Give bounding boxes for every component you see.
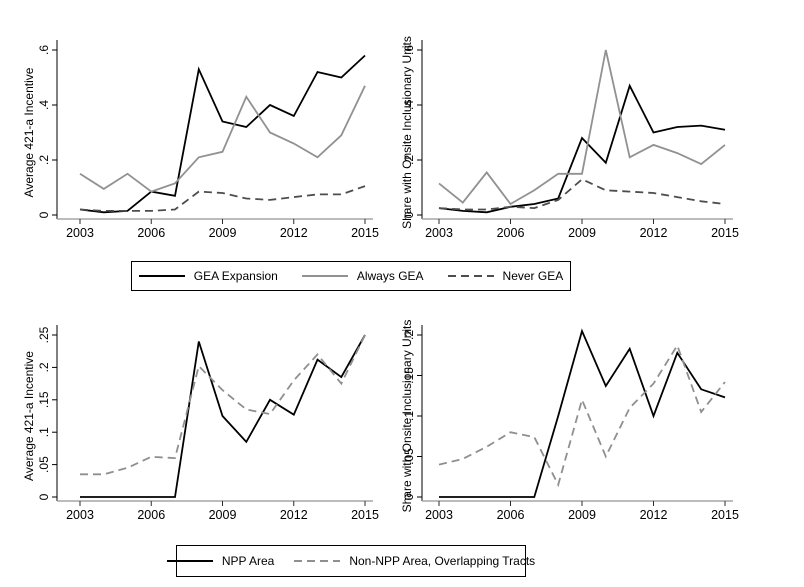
- x-tick-label: 2009: [568, 226, 596, 240]
- series-line-npp-area: [80, 334, 366, 498]
- dashed-gray-line-sample: [294, 560, 341, 562]
- solid-gray-line-sample: [301, 275, 348, 277]
- y-tick-label: .6: [37, 45, 51, 55]
- series-line-always-gea: [438, 49, 726, 206]
- y-tick-label: .05: [37, 456, 51, 473]
- x-tick-label: 2012: [640, 508, 668, 522]
- legend-npp: NPP Area Non-NPP Area, Overlapping Tracts: [166, 545, 535, 577]
- x-tick-label: 2015: [351, 226, 379, 240]
- x-tick-label: 2003: [66, 508, 94, 522]
- legend-item-label: Always GEA: [356, 269, 424, 283]
- series-line-non-npp-area-overlapping-tracts: [438, 343, 726, 488]
- x-tick-label: 2015: [351, 508, 379, 522]
- legend-item-label: Never GEA: [502, 269, 564, 283]
- dashed-dark-gray-line-sample: [447, 275, 494, 277]
- x-tick-label: 2009: [568, 508, 596, 522]
- series-line-never-gea: [438, 178, 726, 211]
- series-line-npp-area: [439, 328, 726, 498]
- y-axis-title: Average 421-a Incentive: [22, 351, 36, 481]
- legend-item: GEA Expansion: [138, 269, 278, 283]
- series-line-always-gea: [79, 85, 366, 193]
- x-tick-label: 2003: [425, 226, 453, 240]
- x-tick-label: 2003: [425, 508, 453, 522]
- x-tick-label: 2015: [711, 226, 739, 240]
- y-tick-label: .1: [402, 411, 416, 421]
- legend-item: Always GEA: [301, 269, 424, 283]
- x-tick-label: 2012: [280, 226, 308, 240]
- x-tick-label: 2006: [497, 508, 525, 522]
- y-axis-title: Share with Onsite Inclusionary Units: [400, 36, 414, 229]
- y-tick-label: .4: [402, 100, 416, 110]
- legend-gea: GEA Expansion Always GEA Never GEA: [131, 261, 571, 291]
- x-tick-label: 2009: [209, 508, 237, 522]
- y-tick-label: .4: [37, 100, 51, 110]
- y-axis-title: Average 421-a Incentive: [22, 67, 36, 197]
- x-tick-label: 2009: [209, 226, 237, 240]
- y-tick-label: .25: [37, 326, 51, 343]
- series-line-gea-expansion: [438, 83, 726, 214]
- y-tick-label: 0: [37, 493, 51, 500]
- y-tick-label: 0: [402, 211, 416, 218]
- x-tick-label: 2012: [280, 508, 308, 522]
- x-tick-label: 2006: [137, 226, 165, 240]
- y-tick-label: .2: [37, 362, 51, 372]
- solid-black-line-sample: [166, 560, 213, 562]
- x-tick-label: 2015: [711, 508, 739, 522]
- x-tick-label: 2006: [497, 226, 525, 240]
- chart-top-left-average-421a-incentive-gea: 0 .2 .4 .6 Average 421-a Incentive 2003 2006 20…: [22, 40, 379, 240]
- y-tick-label: .2: [37, 155, 51, 165]
- y-tick-label: .1: [37, 427, 51, 437]
- legend-item: Non-NPP Area, Overlapping Tracts: [294, 554, 535, 568]
- legend-item-label: NPP Area: [221, 554, 275, 568]
- legend-item-label: Non-NPP Area, Overlapping Tracts: [349, 554, 536, 568]
- legend-item: NPP Area: [166, 554, 275, 568]
- legend-item-label: GEA Expansion: [193, 269, 278, 283]
- y-tick-label: .15: [402, 367, 416, 384]
- series-line-non-npp-area-overlapping-tracts: [80, 334, 366, 476]
- y-tick-label: .05: [402, 448, 416, 465]
- series-line-never-gea: [79, 185, 366, 212]
- y-tick-label: 0: [37, 211, 51, 218]
- y-tick-label: .2: [402, 155, 416, 165]
- y-tick-label: .2: [402, 330, 416, 340]
- y-axis-title: Share with Onsite Inclusionary Units: [400, 320, 414, 513]
- x-tick-label: 2012: [640, 226, 668, 240]
- y-tick-label: .6: [402, 45, 416, 55]
- series-line-gea-expansion: [79, 54, 366, 214]
- x-tick-label: 2003: [66, 226, 94, 240]
- legend-item: Never GEA: [447, 269, 564, 283]
- y-tick-label: .15: [37, 391, 51, 408]
- x-tick-label: 2006: [137, 508, 165, 522]
- solid-black-line-sample: [138, 275, 185, 277]
- y-tick-label: 0: [402, 493, 416, 500]
